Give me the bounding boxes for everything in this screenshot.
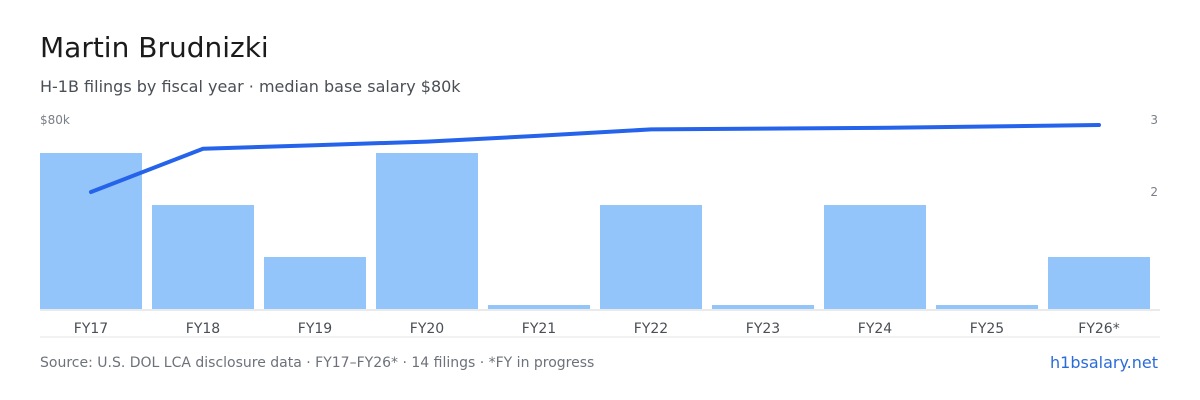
brand-link[interactable]: h1bsalary.net	[1050, 353, 1158, 372]
right-axis-tick: 2	[1150, 185, 1158, 199]
chart-subtitle: H-1B filings by fiscal year · median bas…	[40, 77, 461, 96]
bars-group	[40, 153, 1150, 309]
bar-fy21[interactable]	[488, 305, 590, 309]
bar-fy25[interactable]	[936, 305, 1038, 309]
x-tick-label: FY26*	[1078, 321, 1119, 337]
x-tick-label: FY18	[186, 321, 220, 337]
bar-fy20[interactable]	[376, 153, 478, 309]
bar-fy22[interactable]	[600, 205, 702, 309]
x-tick-label: FY20	[410, 321, 444, 337]
right-axis-ticks: 23	[1150, 113, 1158, 199]
x-tick-label: FY19	[298, 321, 332, 337]
bar-fy24[interactable]	[824, 205, 926, 309]
left-axis-label: $80k	[40, 113, 70, 127]
x-tick-label: FY22	[634, 321, 668, 337]
source-note: Source: U.S. DOL LCA disclosure data · F…	[40, 355, 594, 371]
salary-trend-line	[89, 123, 1101, 194]
x-tick-label: FY21	[522, 321, 556, 337]
right-axis-tick: 3	[1150, 113, 1158, 127]
x-tick-label: FY25	[970, 321, 1004, 337]
x-tick-label: FY23	[746, 321, 780, 337]
x-tick-label: FY24	[858, 321, 893, 337]
x-tick-label: FY17	[74, 321, 108, 337]
bar-fy19[interactable]	[264, 257, 366, 309]
bar-fy23[interactable]	[712, 305, 814, 309]
bar-fy26-partial[interactable]	[1048, 257, 1150, 309]
bar-fy18[interactable]	[152, 205, 254, 309]
chart-title: Martin Brudnizki	[40, 31, 269, 64]
x-tick-labels: FY17 FY18 FY19 FY20 FY21 FY22 FY23 FY24 FY25 FY26…	[74, 321, 1120, 337]
